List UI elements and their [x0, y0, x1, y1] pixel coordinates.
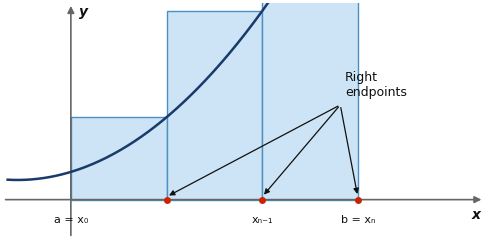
Bar [262, 0, 358, 200]
Text: xₙ₋₁: xₙ₋₁ [251, 215, 273, 225]
Bar [71, 117, 167, 200]
Text: Right
endpoints: Right endpoints [345, 71, 407, 99]
Text: a = x₀: a = x₀ [54, 215, 88, 225]
Text: x: x [472, 208, 481, 222]
Bar [167, 11, 262, 200]
Text: b = xₙ: b = xₙ [340, 215, 375, 225]
Text: y: y [79, 5, 88, 19]
